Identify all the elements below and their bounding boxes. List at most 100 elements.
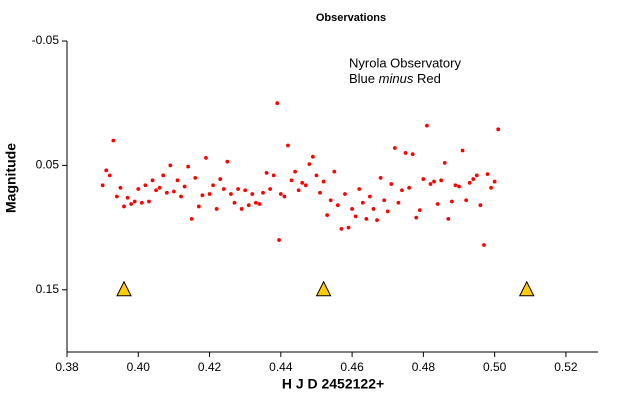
y-tick-label: -0.05: [32, 33, 60, 47]
point: [318, 190, 322, 195]
point: [107, 173, 112, 178]
point: [321, 179, 326, 184]
point: [150, 178, 155, 183]
point: [471, 177, 476, 181]
triangle-marker: [116, 280, 132, 297]
point: [492, 179, 497, 184]
point: [453, 183, 458, 188]
point: [457, 184, 461, 189]
point: [460, 148, 465, 153]
point: [136, 187, 141, 191]
point: [425, 123, 429, 128]
point: [132, 199, 137, 204]
point: [417, 208, 422, 213]
x-tick-label: 0.42: [198, 360, 222, 374]
point: [264, 170, 269, 175]
point: [189, 216, 194, 221]
point: [346, 225, 351, 230]
point: [100, 183, 105, 188]
point: [300, 180, 305, 185]
point: [125, 195, 130, 200]
point: [467, 180, 472, 185]
x-tick-label: 0.40: [127, 360, 151, 374]
point: [200, 193, 205, 198]
point: [489, 185, 493, 190]
point: [289, 178, 294, 183]
point: [439, 178, 444, 183]
point: [118, 185, 123, 190]
point: [296, 188, 301, 193]
point: [435, 202, 440, 206]
point: [250, 192, 255, 196]
point: [485, 172, 490, 177]
point: [378, 175, 383, 180]
point: [357, 187, 362, 191]
point: [236, 187, 240, 191]
point: [432, 179, 436, 184]
triangle-marker: [518, 280, 535, 297]
point: [211, 183, 216, 188]
point: [182, 184, 187, 189]
x-axis-label: H J D 2452122+: [282, 376, 384, 392]
x-tick-label: 0.44: [269, 360, 293, 374]
point: [410, 152, 415, 157]
point: [196, 204, 201, 209]
point: [207, 192, 212, 196]
point: [104, 168, 109, 173]
point: [364, 216, 369, 221]
point: [157, 185, 162, 190]
point: [229, 192, 233, 196]
point: [214, 207, 219, 211]
point: [403, 151, 408, 155]
point: [253, 200, 258, 205]
point: [268, 187, 273, 191]
chart-title: Observations: [316, 12, 386, 24]
point: [449, 199, 454, 204]
point: [442, 161, 447, 165]
point: [396, 200, 401, 205]
annotation: Nyrola Observatory: [349, 55, 461, 70]
point: [392, 146, 397, 150]
x-tick-label: 0.50: [483, 360, 507, 374]
point: [143, 183, 148, 188]
point: [303, 183, 308, 188]
point: [464, 198, 469, 203]
point: [221, 187, 226, 191]
point: [371, 207, 376, 211]
point: [271, 173, 276, 178]
point: [275, 101, 280, 106]
point: [164, 190, 169, 195]
x-tick-label: 0.48: [412, 360, 436, 374]
point: [385, 209, 390, 214]
point: [332, 169, 337, 174]
point: [179, 194, 183, 199]
x-tick-label: 0.38: [55, 360, 79, 374]
annotation-part: minus: [379, 71, 414, 86]
point: [246, 203, 251, 208]
point: [139, 200, 144, 205]
point: [175, 178, 180, 183]
point: [111, 138, 116, 143]
point: [204, 156, 208, 160]
y-axis-label: Magnitude: [3, 143, 19, 213]
triangle-marker: [315, 280, 332, 297]
point: [154, 188, 158, 193]
y-tick-label: 0.05: [36, 158, 60, 172]
point: [375, 218, 379, 223]
point: [496, 127, 501, 132]
point: [168, 163, 173, 168]
point: [482, 243, 486, 247]
point: [129, 202, 134, 206]
point: [360, 200, 365, 205]
point: [225, 159, 230, 164]
point: [328, 198, 333, 203]
point: [257, 202, 262, 206]
x-tick-label: 0.52: [554, 360, 578, 374]
point: [147, 199, 151, 204]
point: [243, 188, 248, 193]
point: [286, 143, 290, 148]
point: [325, 213, 330, 218]
point: [400, 188, 404, 193]
point: [474, 173, 479, 178]
